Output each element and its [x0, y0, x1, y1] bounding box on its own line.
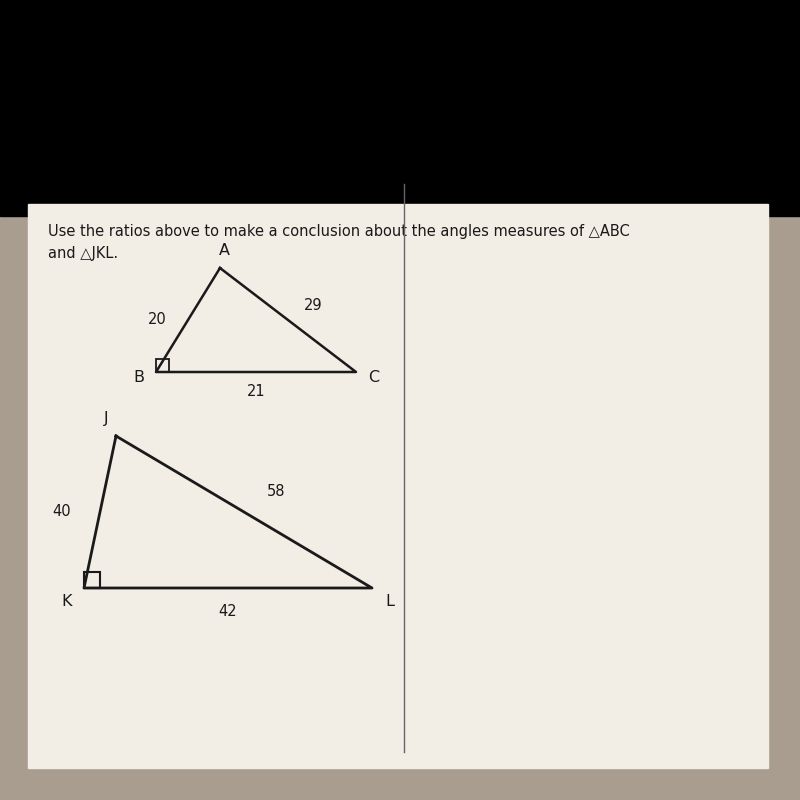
Text: L: L	[385, 594, 394, 610]
Text: K: K	[61, 594, 72, 610]
Bar	[0, 216, 800, 800]
Bar	[28, 204, 768, 768]
Bar	[84, 572, 100, 588]
Text: A: A	[218, 243, 230, 258]
Text: 21: 21	[246, 385, 266, 399]
Text: 42: 42	[218, 605, 238, 619]
Text: 40: 40	[52, 505, 71, 519]
Bar	[0, 0, 800, 216]
Text: C: C	[368, 370, 379, 386]
Text: 29: 29	[304, 298, 323, 313]
Text: Use the ratios above to make a conclusion about the angles measures of △ABC
and : Use the ratios above to make a conclusio…	[48, 224, 630, 261]
Text: B: B	[133, 370, 144, 386]
Text: 58: 58	[266, 485, 286, 499]
Bar	[156, 359, 169, 372]
Text: J: J	[104, 411, 109, 426]
Text: 20: 20	[148, 313, 167, 327]
